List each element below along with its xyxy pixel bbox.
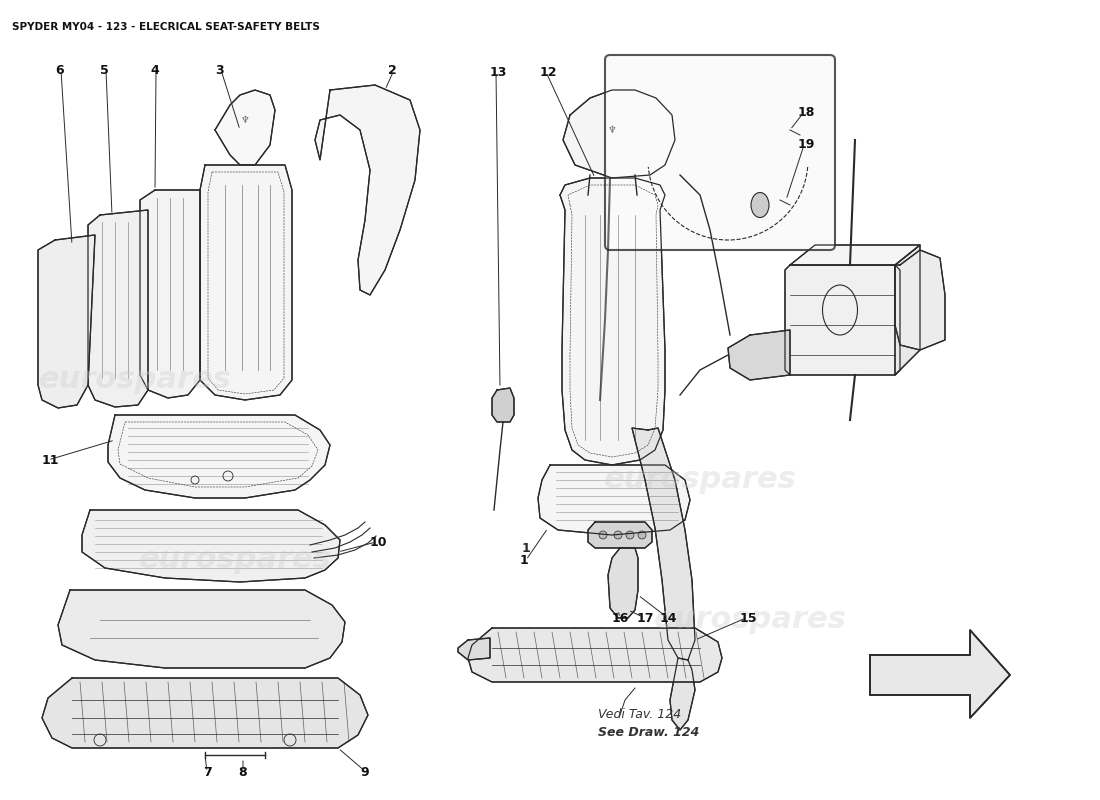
Text: SPYDER MY04 - 123 - ELECRICAL SEAT-SAFETY BELTS: SPYDER MY04 - 123 - ELECRICAL SEAT-SAFET… (12, 22, 320, 32)
Text: 16: 16 (612, 611, 629, 625)
Text: eurospares: eurospares (653, 606, 846, 634)
FancyBboxPatch shape (605, 55, 835, 250)
Text: 7: 7 (202, 766, 211, 778)
Circle shape (626, 531, 634, 539)
Text: 2: 2 (388, 63, 397, 77)
Polygon shape (870, 630, 1010, 718)
Polygon shape (39, 235, 95, 408)
Polygon shape (790, 245, 920, 265)
Text: 19: 19 (798, 138, 815, 151)
Polygon shape (895, 250, 945, 350)
Polygon shape (588, 522, 652, 548)
Text: 4: 4 (150, 63, 158, 77)
Text: 17: 17 (636, 611, 653, 625)
Polygon shape (108, 415, 330, 498)
Text: 10: 10 (370, 535, 387, 549)
Polygon shape (563, 90, 675, 178)
Polygon shape (538, 465, 690, 535)
Text: 18: 18 (798, 106, 815, 118)
Text: 6: 6 (55, 63, 64, 77)
Polygon shape (82, 510, 340, 582)
Text: ♆: ♆ (241, 115, 250, 125)
Polygon shape (58, 590, 345, 668)
Polygon shape (560, 178, 666, 465)
Text: 3: 3 (214, 63, 223, 77)
Polygon shape (785, 265, 900, 375)
Text: 8: 8 (239, 766, 248, 778)
Text: 5: 5 (100, 63, 109, 77)
Circle shape (638, 531, 646, 539)
Text: eurospares: eurospares (39, 366, 231, 394)
Text: 1: 1 (520, 554, 529, 566)
Polygon shape (140, 190, 200, 398)
Polygon shape (315, 85, 420, 295)
Polygon shape (492, 388, 514, 422)
Polygon shape (200, 165, 292, 400)
Polygon shape (42, 678, 369, 748)
Text: eurospares: eurospares (604, 466, 796, 494)
Text: 15: 15 (740, 611, 758, 625)
Polygon shape (728, 330, 790, 380)
Polygon shape (214, 90, 275, 165)
Polygon shape (468, 628, 722, 682)
Polygon shape (608, 548, 638, 618)
Polygon shape (632, 428, 695, 660)
Circle shape (600, 531, 607, 539)
Text: 12: 12 (540, 66, 558, 78)
Text: See Draw. 124: See Draw. 124 (598, 726, 700, 738)
Text: 11: 11 (42, 454, 59, 466)
Text: 9: 9 (360, 766, 368, 778)
Ellipse shape (751, 193, 769, 218)
Text: 13: 13 (490, 66, 507, 78)
Polygon shape (670, 658, 695, 730)
Text: eurospares: eurospares (139, 546, 331, 574)
Text: 1: 1 (521, 542, 530, 554)
Polygon shape (458, 638, 490, 660)
Text: 14: 14 (659, 611, 676, 625)
Text: Vedi Tav. 124: Vedi Tav. 124 (598, 709, 681, 722)
Circle shape (614, 531, 622, 539)
Text: ♆: ♆ (607, 125, 616, 135)
Polygon shape (88, 210, 148, 407)
Polygon shape (895, 245, 920, 375)
